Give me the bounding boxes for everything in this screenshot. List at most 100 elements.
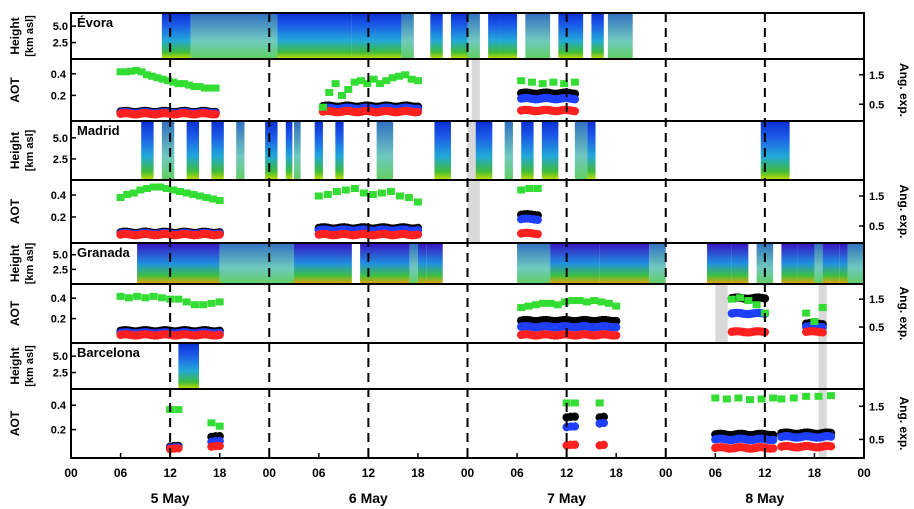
ang-tick-label: 1.5 bbox=[869, 294, 884, 306]
angstrom-point bbox=[597, 298, 606, 306]
aot-point-red bbox=[215, 230, 224, 239]
station-panel-2: Granada 5.0 2.5 Height [km asl] 0.4 0.2 AOT 1.5 0… bbox=[8, 242, 911, 344]
x-tick-label: 18 bbox=[411, 466, 425, 480]
angstrom-point bbox=[215, 298, 224, 306]
angstrom-point bbox=[746, 396, 755, 404]
x-tick-label: 00 bbox=[263, 466, 277, 480]
angstrom-point bbox=[148, 72, 157, 80]
angstrom-point bbox=[332, 188, 341, 195]
angstrom-point bbox=[810, 317, 819, 325]
station-panel-0: Évora 5.0 2.5 Height [km asl] 0.4 0.2 AOT 1.5 0.5… bbox=[8, 12, 911, 122]
angstrom-point bbox=[195, 192, 204, 200]
x-tick-label: 06 bbox=[114, 466, 128, 480]
angstrom-point bbox=[575, 297, 584, 305]
angstrom-point bbox=[560, 80, 569, 88]
aot-point-red bbox=[826, 442, 836, 451]
aot-point-red bbox=[215, 441, 224, 451]
lidar-segment bbox=[731, 243, 749, 284]
station-name: Granada bbox=[77, 245, 131, 260]
ang-axis-label: Ang. exp. bbox=[897, 286, 911, 340]
angstrom-point bbox=[549, 78, 558, 86]
angstrom-point bbox=[769, 394, 778, 402]
angstrom-point bbox=[727, 295, 736, 303]
lidar-segment bbox=[558, 13, 584, 59]
angstrom-point bbox=[127, 67, 136, 75]
ang-axis-label: Ang. exp. bbox=[897, 63, 911, 117]
angstrom-point bbox=[142, 185, 151, 192]
lidar-segment bbox=[186, 121, 200, 180]
lidar-segment bbox=[401, 13, 414, 59]
aot-point-black bbox=[570, 412, 580, 421]
lidar-segment bbox=[360, 243, 410, 284]
lidar-segment bbox=[265, 121, 278, 180]
lidar-segment bbox=[351, 13, 402, 59]
aot-point-red bbox=[611, 331, 621, 340]
x-tick-label: 00 bbox=[64, 466, 78, 480]
lidar-segment bbox=[707, 243, 732, 284]
angstrom-point bbox=[344, 86, 353, 94]
angstrom-point bbox=[369, 75, 378, 83]
angstrom-point bbox=[182, 189, 191, 197]
aot-point-red bbox=[570, 440, 580, 449]
angstrom-point bbox=[174, 80, 183, 88]
angstrom-point bbox=[561, 298, 570, 306]
lidar-segment bbox=[517, 243, 551, 284]
angstrom-point bbox=[757, 395, 766, 403]
aot-tick-label: 0.4 bbox=[51, 190, 67, 202]
angstrom-point bbox=[363, 80, 372, 88]
angstrom-point bbox=[394, 72, 403, 80]
angstrom-point bbox=[149, 183, 158, 191]
station-name: Madrid bbox=[77, 123, 120, 138]
lidar-segment bbox=[525, 13, 551, 59]
aot-point-red bbox=[174, 444, 183, 453]
angstrom-point bbox=[141, 294, 150, 302]
day-label: 5 May bbox=[151, 490, 190, 506]
x-tick-label: 12 bbox=[362, 466, 376, 480]
angstrom-point bbox=[568, 297, 577, 305]
angstrom-point bbox=[123, 191, 132, 198]
x-tick-label: 12 bbox=[163, 466, 177, 480]
angstrom-point bbox=[137, 68, 146, 76]
gap-band bbox=[818, 243, 827, 343]
angstrom-point bbox=[331, 80, 340, 88]
x-tick-label: 00 bbox=[857, 466, 871, 480]
angstrom-point bbox=[169, 186, 178, 194]
angstrom-point bbox=[356, 77, 365, 85]
lidar-segment bbox=[161, 121, 175, 180]
lidar-segment bbox=[756, 243, 774, 284]
angstrom-point bbox=[413, 77, 422, 85]
ang-tick-label: 0.5 bbox=[869, 221, 884, 233]
lidar-segment bbox=[847, 243, 864, 284]
angstrom-point bbox=[413, 198, 422, 206]
aot-point-blue bbox=[533, 215, 542, 225]
lidar-segment bbox=[430, 13, 443, 59]
aot-point-blue bbox=[826, 432, 836, 441]
aot-point-red bbox=[818, 328, 827, 337]
angstrom-point bbox=[211, 84, 220, 92]
aot-point-blue bbox=[570, 95, 580, 104]
height-axis-label: Height bbox=[8, 132, 22, 169]
aot-point-red bbox=[211, 110, 220, 119]
angstrom-point bbox=[538, 80, 547, 88]
ang-tick-label: 1.5 bbox=[869, 401, 884, 413]
lidar-segment bbox=[190, 13, 278, 59]
ang-tick-label: 1.5 bbox=[869, 70, 884, 82]
angstrom-point bbox=[153, 74, 162, 82]
ang-tick-label: 0.5 bbox=[869, 322, 884, 334]
height-tick-label: 5.0 bbox=[53, 250, 68, 262]
angstrom-point bbox=[818, 304, 827, 312]
angstrom-point bbox=[377, 189, 386, 197]
angstrom-point bbox=[215, 422, 224, 430]
angstrom-point bbox=[517, 304, 526, 312]
angstrom-point bbox=[314, 192, 323, 200]
aot-point-blue bbox=[611, 323, 621, 332]
aot-axis-label: AOT bbox=[8, 77, 22, 103]
lidar-segment bbox=[599, 243, 650, 284]
angstrom-point bbox=[174, 406, 183, 414]
angstrom-point bbox=[156, 183, 165, 191]
angstrom-point bbox=[116, 292, 125, 300]
gap-band bbox=[471, 13, 480, 121]
angstrom-point bbox=[789, 394, 798, 402]
angstrom-point bbox=[562, 399, 571, 407]
